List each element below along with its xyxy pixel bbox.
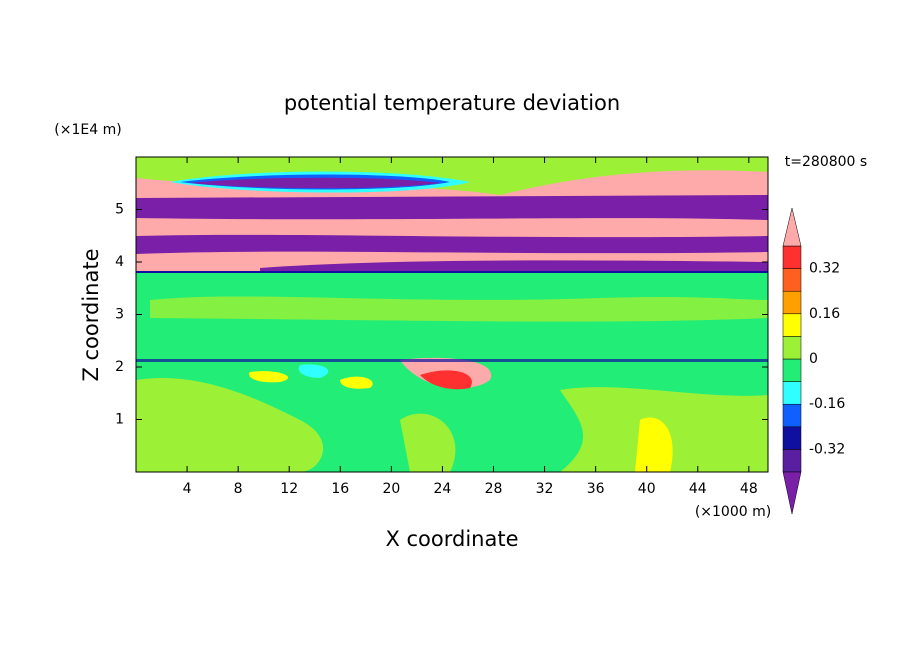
colorbar-extend-top	[782, 207, 802, 247]
contour-field	[136, 157, 768, 472]
colorbar-tick-label: 0	[809, 351, 818, 367]
x-tick-label: 48	[740, 481, 758, 497]
colorbar-segment	[782, 268, 802, 292]
colorbar-segment	[782, 290, 802, 315]
x-tick-label: 40	[638, 481, 656, 497]
time-annotation: t=280800 s	[785, 154, 867, 170]
y-tick-label: 2	[115, 359, 124, 375]
y-tick-label: 4	[115, 254, 124, 270]
y-unit: (×1E4 m)	[54, 122, 121, 138]
x-unit: (×1000 m)	[695, 504, 771, 520]
x-tick-label: 16	[331, 481, 349, 497]
x-tick-label: 44	[689, 481, 707, 497]
colorbar-segment	[782, 381, 802, 405]
colorbar-segment	[782, 245, 802, 269]
x-tick-label: 12	[280, 481, 298, 497]
colorbar-tick-label: -0.32	[809, 441, 845, 457]
x-tick-label: 8	[234, 481, 243, 497]
x-tick-label: 36	[587, 481, 605, 497]
x-tick-label: 32	[536, 481, 554, 497]
y-tick-label: 3	[115, 307, 124, 323]
colorbar-tick-label: -0.16	[809, 396, 845, 412]
colorbar-tick-label: 0.16	[809, 306, 840, 322]
y-axis-label: Z coordinate	[79, 248, 103, 381]
colorbar-tick-label: 0.32	[809, 261, 840, 277]
colorbar-segment	[782, 426, 802, 450]
colorbar-segment	[782, 403, 802, 428]
colorbar-segment	[782, 336, 802, 360]
x-tick-label: 20	[382, 481, 400, 497]
colorbar-segment	[782, 358, 802, 382]
colorbar-segment	[782, 449, 802, 473]
x-tick-label: 24	[434, 481, 452, 497]
colorbar-segment	[782, 313, 802, 337]
chart-title: potential temperature deviation	[284, 91, 620, 115]
x-axis-label: X coordinate	[385, 527, 518, 551]
y-tick-label: 1	[115, 412, 124, 428]
x-tick-label: 28	[485, 481, 503, 497]
colorbar-extend-bottom	[782, 471, 802, 515]
x-tick-label: 4	[183, 481, 192, 497]
y-tick-label: 5	[115, 202, 124, 218]
